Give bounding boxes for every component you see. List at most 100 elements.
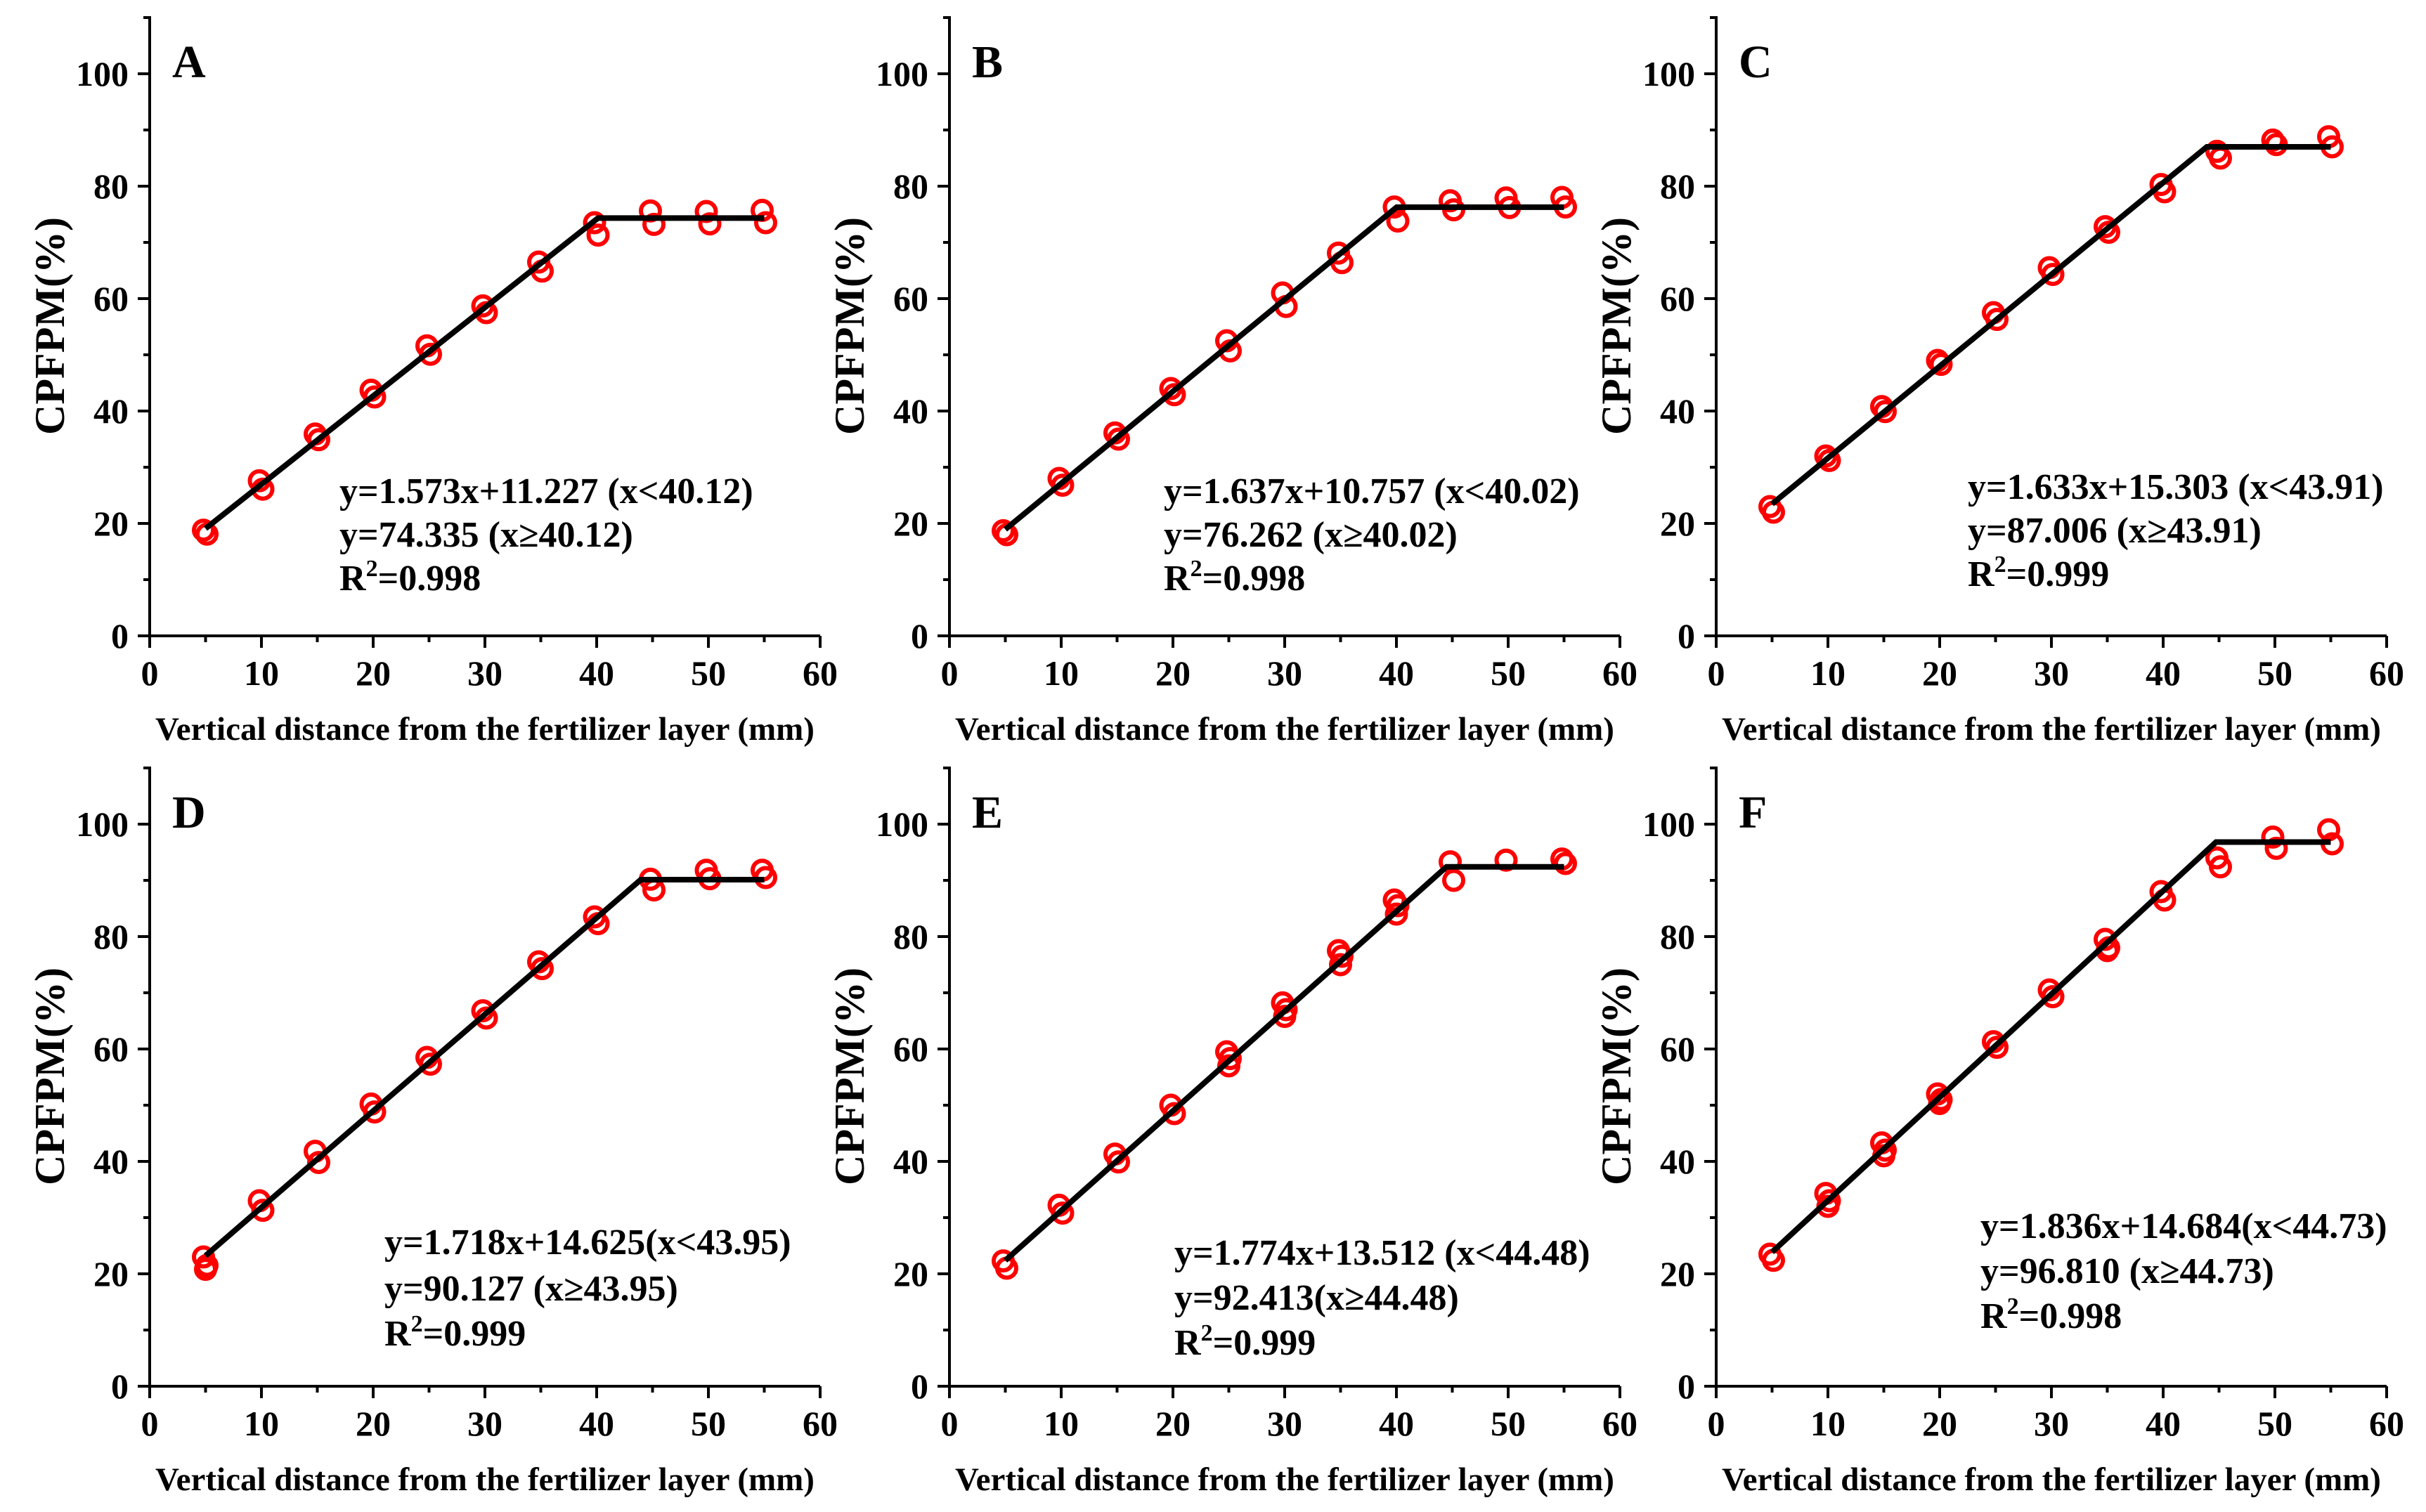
y-axis-title: CPFPM(%) <box>27 967 73 1185</box>
x-tick-label: 10 <box>244 653 279 693</box>
y-tick-label: 0 <box>911 616 928 656</box>
data-marker <box>754 211 777 235</box>
y-axis-title: CPFPM(%) <box>1593 217 1640 435</box>
data-marker <box>1051 474 1075 497</box>
x-tick-label: 0 <box>141 653 159 693</box>
equation-line-1: y=1.637x+10.757 (x<40.02) <box>1164 471 1580 511</box>
y-tick-label: 0 <box>1678 616 1695 656</box>
data-marker <box>1929 353 1953 377</box>
data-marker <box>694 200 718 223</box>
data-marker <box>1107 427 1130 451</box>
equation-line-1: y=1.836x+14.684(x<44.73) <box>1980 1206 2387 1246</box>
data-marker <box>698 212 722 236</box>
y-tick-label: 80 <box>893 917 928 956</box>
panel-d: 0 10 20 30 40 50 60 0 20 40 60 80 100 Vertical distan… <box>27 767 838 1498</box>
r-squared-label: R2=0.998 <box>1980 1293 2122 1336</box>
x-tick-label: 0 <box>941 1404 959 1443</box>
data-marker <box>1330 944 1354 968</box>
y-tick-label: 20 <box>893 1254 928 1293</box>
data-marker <box>2041 263 2065 287</box>
fit-line <box>1003 204 1564 532</box>
x-tick-label: 0 <box>941 653 959 693</box>
data-marker <box>1985 1036 2009 1060</box>
x-tick-label: 10 <box>1044 653 1079 693</box>
x-tick-label: 20 <box>1922 1404 1957 1443</box>
y-tick-label: 0 <box>111 1367 129 1406</box>
data-marker <box>1817 448 1841 472</box>
equation-line-2: y=87.006 (x≥43.91) <box>1968 511 2262 551</box>
y-tick-label: 60 <box>93 279 129 318</box>
y-tick-label: 80 <box>1660 167 1695 206</box>
panel-letter: F <box>1739 787 1767 838</box>
equation-line-2: y=76.262 (x≥40.02) <box>1164 515 1458 555</box>
y-tick-label: 80 <box>1660 917 1695 956</box>
y-tick-label: 100 <box>76 54 129 93</box>
x-tick-label: 50 <box>2257 653 2292 693</box>
fit-line <box>1770 143 2331 507</box>
equation-line-1: y=1.718x+14.625(x<43.95) <box>384 1223 791 1263</box>
x-tick-label: 40 <box>2146 1404 2181 1443</box>
data-marker <box>363 385 387 409</box>
y-axis-title: CPFPM(%) <box>826 967 873 1185</box>
fit-line <box>204 215 765 531</box>
panel-letter: E <box>972 787 1003 838</box>
x-tick-label: 50 <box>1491 1404 1526 1443</box>
x-tick-label: 0 <box>1708 653 1725 693</box>
y-tick-label: 80 <box>93 917 129 956</box>
y-tick-label: 0 <box>911 1367 928 1406</box>
data-markers <box>1758 125 2344 524</box>
data-marker <box>1051 1201 1075 1225</box>
fit-line <box>1770 839 2331 1255</box>
panel-letter: C <box>1739 37 1772 88</box>
equation-line-1: y=1.573x+11.227 (x<40.12) <box>339 471 753 511</box>
data-marker <box>2261 825 2285 849</box>
x-tick-label: 50 <box>1491 653 1526 693</box>
y-tick-label: 20 <box>893 504 928 543</box>
y-tick-label: 40 <box>1660 1142 1695 1181</box>
r-squared-label: R2=0.999 <box>1968 552 2109 594</box>
x-axis-title: Vertical distance from the fertilizer la… <box>1722 1461 2381 1498</box>
data-marker <box>2317 818 2340 842</box>
y-axis-title: CPFPM(%) <box>1593 967 1640 1185</box>
data-marker <box>2041 985 2065 1009</box>
y-tick-label: 0 <box>111 616 129 656</box>
x-axis-title: Vertical distance from the fertilizer la… <box>1722 711 2381 748</box>
data-marker <box>531 957 554 981</box>
panel-letter: D <box>172 787 206 838</box>
data-markers <box>192 859 777 1282</box>
data-marker <box>1386 894 1410 918</box>
data-marker <box>192 519 215 542</box>
data-marker <box>1384 902 1408 926</box>
x-tick-label: 60 <box>1602 653 1637 693</box>
equation-line-1: y=1.774x+13.512 (x<44.48) <box>1174 1233 1590 1273</box>
x-tick-label: 30 <box>2034 1404 2069 1443</box>
x-tick-label: 60 <box>803 653 838 693</box>
data-marker <box>1107 1150 1130 1174</box>
panel-a: 0 10 20 30 40 50 60 0 20 40 60 80 100 Vertical distan… <box>27 16 838 748</box>
x-tick-label: 30 <box>1267 1404 1302 1443</box>
x-axis-title: Vertical distance from the fertilizer la… <box>955 1461 1614 1498</box>
y-tick-label: 100 <box>76 804 129 844</box>
y-tick-label: 60 <box>1660 279 1695 318</box>
y-tick-label: 60 <box>893 1029 928 1069</box>
data-markers <box>1758 818 2344 1272</box>
y-tick-label: 100 <box>1642 54 1695 93</box>
y-axis-title: CPFPM(%) <box>826 217 873 435</box>
y-tick-label: 40 <box>1660 391 1695 431</box>
x-tick-label: 60 <box>803 1404 838 1443</box>
x-tick-label: 30 <box>1267 653 1302 693</box>
y-tick-label: 80 <box>93 167 129 206</box>
x-tick-label: 0 <box>141 1404 159 1443</box>
x-tick-label: 50 <box>2257 1404 2292 1443</box>
x-tick-label: 40 <box>579 653 614 693</box>
panel-letter: B <box>972 37 1003 88</box>
x-tick-label: 40 <box>1379 1404 1414 1443</box>
y-tick-label: 0 <box>1678 1367 1695 1406</box>
y-tick-label: 40 <box>893 391 928 431</box>
y-tick-label: 60 <box>1660 1029 1695 1069</box>
data-marker <box>2264 836 2288 860</box>
data-marker <box>1762 1249 1785 1272</box>
x-tick-label: 30 <box>2034 653 2069 693</box>
x-tick-label: 40 <box>579 1404 614 1443</box>
